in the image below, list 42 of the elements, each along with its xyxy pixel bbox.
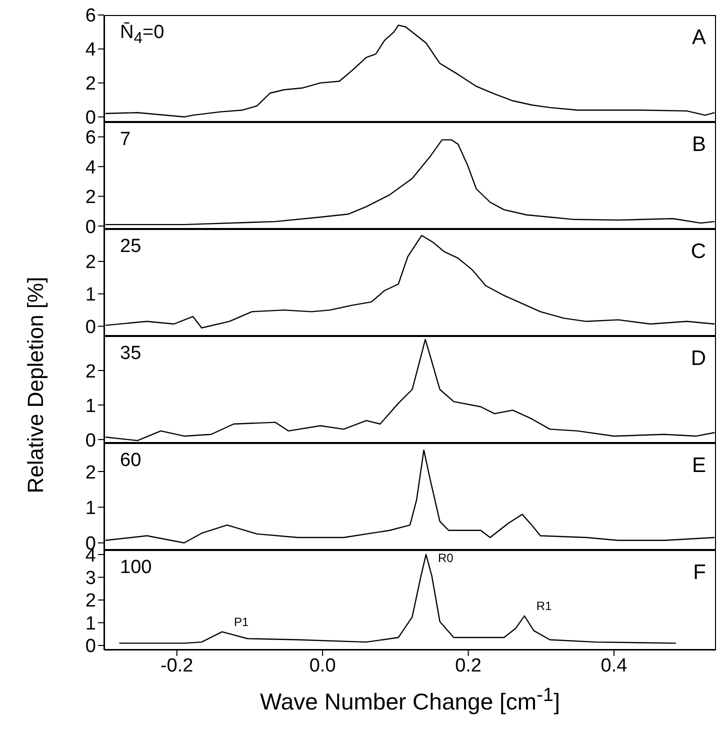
annotation: N̄$_{4}$=0 [120, 22, 164, 47]
annotation: D [690, 347, 706, 370]
y-tick-label: 0 [85, 430, 96, 452]
annotation: 35 [120, 343, 142, 364]
annotation: 25 [120, 236, 142, 257]
y-tick-label: 2 [85, 462, 96, 484]
y-tick-label: 0 [85, 108, 96, 129]
y-tick-label: 0 [85, 317, 96, 338]
line-series [118, 554, 677, 644]
y-tick-label: 1 [85, 613, 96, 634]
y-tick-label: 6 [85, 128, 96, 149]
y-tick-label: 4 [85, 40, 96, 61]
annotation: A [692, 26, 706, 49]
annotation: 60 [120, 450, 142, 471]
annotation: P1 [234, 614, 249, 629]
y-tick-label: 2 [85, 252, 96, 274]
annotation: R1 [536, 598, 552, 613]
annotation: B [692, 133, 706, 156]
x-tick-label: -0.2 [160, 655, 194, 676]
annotation: E [692, 454, 706, 477]
y-tick-label: 3 [85, 568, 96, 590]
y-tick-label: 0 [85, 636, 96, 658]
y-tick-label: 1 [85, 396, 96, 417]
y-tick-label: 4 [85, 157, 96, 178]
x-tick-label: 0.0 [309, 655, 336, 676]
y-tick-label: 6 [85, 6, 96, 27]
annotation: C [690, 240, 706, 263]
x-axis-title: Wave Number Change [cm$^{-1}$] [259, 685, 561, 715]
y-tick-label: 1 [85, 498, 96, 519]
x-tick-label: 0.2 [455, 655, 482, 676]
y-tick-label: 2 [85, 361, 96, 382]
annotation: F [693, 561, 706, 584]
y-tick-label: 2 [85, 74, 96, 95]
x-tick-label: 0.4 [600, 655, 628, 676]
y-axis-title: Relative Depletion [%] [23, 276, 48, 494]
annotation: 100 [120, 557, 152, 578]
y-tick-label: 0 [85, 216, 96, 238]
y-tick-label: 2 [85, 590, 96, 612]
annotation: 7 [120, 129, 131, 150]
y-tick-label: 2 [85, 187, 96, 208]
annotation: R0 [438, 551, 454, 565]
y-tick-label: 1 [85, 284, 96, 306]
